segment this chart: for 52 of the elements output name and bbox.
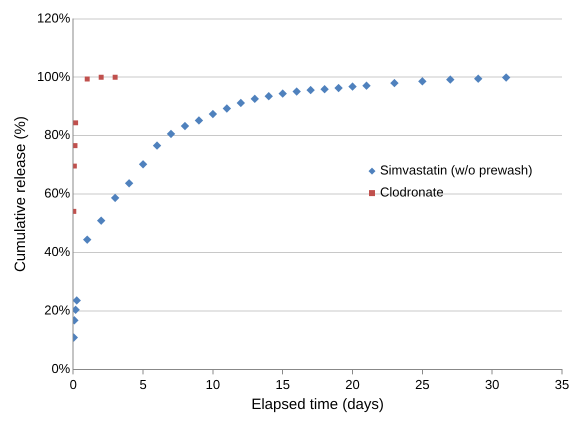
point: [73, 143, 78, 148]
point: [152, 141, 162, 150]
point: [320, 85, 329, 94]
y-axis-title: Cumulative release (%): [12, 116, 30, 272]
point: [138, 160, 148, 168]
point: [362, 82, 371, 90]
point: [390, 78, 399, 88]
x-tick-label: 35: [554, 376, 570, 392]
point: [292, 87, 301, 96]
point: [250, 94, 259, 104]
point: [306, 86, 315, 94]
point: [278, 89, 287, 98]
point: [180, 122, 190, 130]
legend-label: Simvastatin (w/o prewash): [380, 162, 532, 178]
x-tick-label: 20: [345, 376, 360, 392]
x-tick-label: 25: [415, 376, 430, 392]
point: [96, 216, 106, 225]
x-tick-label: 5: [139, 376, 147, 392]
point: [110, 194, 120, 202]
y-tick-label: 120%: [37, 10, 71, 26]
point: [208, 110, 218, 118]
y-tick-label: 60%: [44, 186, 71, 201]
point: [418, 77, 427, 86]
point: [124, 179, 134, 188]
point: [474, 74, 482, 83]
point: [334, 84, 343, 92]
point: [264, 92, 273, 100]
point: [446, 75, 454, 84]
point: [502, 73, 510, 82]
y-tick-label: 40%: [44, 244, 71, 260]
point: [222, 104, 232, 113]
y-tick-label: 20%: [44, 302, 71, 318]
point: [84, 76, 90, 82]
y-tick-label: 100%: [37, 68, 71, 84]
point: [73, 296, 81, 305]
x-tick-label: 0: [70, 376, 77, 392]
x-tick-label: 10: [206, 376, 220, 392]
point: [166, 130, 176, 138]
y-tick-label: 80%: [44, 127, 71, 142]
x-tick-label: 15: [275, 376, 290, 392]
x-tick-label: 30: [484, 376, 500, 392]
point: [73, 120, 78, 126]
point: [73, 164, 77, 169]
legend-label: Clodronate: [380, 184, 444, 200]
point: [348, 82, 357, 91]
point: [98, 74, 104, 80]
y-tick-label: 0%: [51, 360, 71, 376]
point: [236, 98, 246, 108]
point: [112, 74, 118, 80]
point: [194, 116, 204, 125]
point: [83, 235, 92, 244]
x-axis-title: Elapsed time (days): [251, 396, 384, 414]
